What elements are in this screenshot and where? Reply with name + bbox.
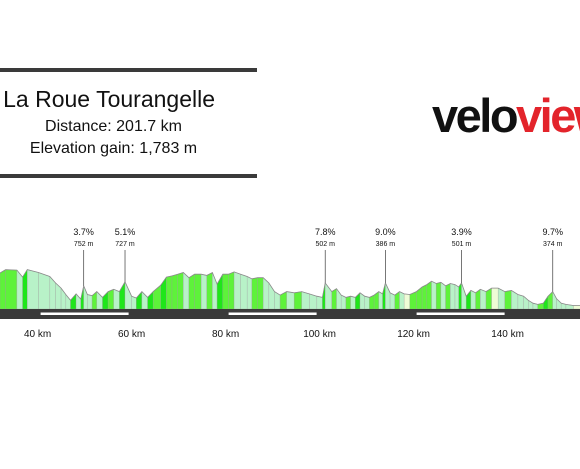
profile-segment [286, 291, 295, 310]
profile-segment [470, 290, 476, 310]
profile-segment [27, 269, 39, 310]
route-distance: Distance: 201.7 km [45, 118, 182, 135]
distance-bar-stripes [40, 312, 505, 315]
profile-segment [91, 291, 97, 310]
climb-gradient-label: 9.0% [375, 227, 396, 237]
climb-length-label: 501 m [452, 241, 472, 248]
profile-segment [87, 294, 93, 310]
profile-segment [389, 292, 395, 310]
profile-segment [65, 294, 71, 310]
profile-segment [0, 269, 6, 310]
route-info-box: La Roue Tourangelle Distance: 201.7 km E… [0, 68, 257, 178]
distance-tick-label: 120 km [397, 329, 430, 340]
profile-segment [461, 282, 467, 310]
profile-segment [385, 282, 391, 310]
profile-segment [251, 277, 258, 310]
profile-segment [119, 281, 126, 310]
climb-gradient-label: 5.1% [115, 227, 136, 237]
profile-segment [504, 290, 512, 310]
profile-segment [480, 289, 487, 310]
distance-bar-stripe [416, 312, 505, 315]
distance-tick-label: 60 km [118, 329, 145, 340]
distance-tick-label: 80 km [212, 329, 239, 340]
profile-segment [177, 272, 184, 310]
profile-segment [445, 283, 451, 310]
route-name: La Roue Tourangelle [3, 86, 215, 112]
distance-tick-label: 40 km [24, 329, 51, 340]
profile-segment [70, 293, 77, 310]
climb-gradient-label: 3.9% [451, 227, 472, 237]
profile-segment [5, 269, 18, 310]
profile-segment [421, 284, 427, 310]
climb-gradient-label: 7.8% [315, 227, 336, 237]
profile-segment [113, 289, 120, 310]
elevation-profile-chart: 3.7% 752 m 5.1% 727 m 7.8% 502 m 9.0% 386 m 3.9%… [0, 227, 580, 340]
top-rule [0, 68, 257, 72]
profile-segment [364, 296, 370, 310]
profile-segment [491, 287, 499, 310]
profile-segment [183, 272, 190, 310]
profile-segment [440, 282, 446, 310]
profile-segment [454, 284, 459, 310]
profile-segment [206, 272, 213, 310]
profile-segment [257, 277, 264, 310]
profile-segment [222, 274, 229, 310]
profile-segment [188, 273, 195, 310]
distance-tick-label: 100 km [303, 329, 336, 340]
profile-segment [556, 298, 562, 310]
profile-segment [399, 291, 405, 310]
climb-annotations: 3.7% 752 m 5.1% 727 m 7.8% 502 m 9.0% 386 m 3.9%… [73, 227, 563, 292]
distance-bar-stripe [40, 312, 129, 315]
profile-segment [552, 291, 557, 310]
profile-segment [240, 273, 248, 310]
climb-length-label: 386 m [376, 241, 396, 248]
logo-part-view: view [516, 89, 580, 142]
profile-segment [301, 291, 310, 310]
profile-segment [166, 275, 173, 310]
profile-segment [294, 291, 302, 310]
profile-segment [511, 290, 519, 310]
distance-tick-label: 140 km [491, 329, 524, 340]
profile-segment [404, 293, 410, 310]
bottom-rule [0, 174, 257, 178]
climb-length-label: 502 m [316, 241, 336, 248]
profile-segment [378, 291, 383, 310]
veloviewer-logo: veloview [432, 92, 580, 139]
profile-segment [517, 294, 524, 310]
profile-segment [416, 286, 423, 310]
route-elevation-gain: Elevation gain: 1,783 m [29, 140, 198, 157]
profile-segment [316, 296, 323, 310]
distance-bar-stripe [228, 312, 317, 315]
profile-segment [436, 282, 442, 310]
profile-segment [194, 274, 202, 310]
profile-segment [171, 273, 178, 310]
profile-segment [160, 276, 167, 310]
profile-segment [124, 281, 132, 310]
profile-segment [107, 289, 114, 310]
profile-segment [331, 288, 337, 310]
logo-part-velo: velo [432, 89, 519, 142]
profile-segment [350, 296, 356, 310]
profile-segment [228, 271, 235, 310]
climb-length-label: 727 m [115, 241, 135, 248]
climb-length-label: 374 m [543, 241, 563, 248]
climb-length-label: 752 m [74, 241, 94, 248]
profile-segment [38, 272, 50, 310]
climb-gradient-label: 9.7% [542, 227, 563, 237]
profile-segment [345, 296, 351, 310]
profile-segment [233, 271, 241, 310]
profile-segment [431, 280, 437, 310]
profile-segment [573, 305, 580, 310]
profile-outline [0, 269, 580, 306]
climb-gradient-label: 3.7% [73, 227, 94, 237]
profile-segments [0, 269, 580, 310]
profile-segment [201, 274, 207, 310]
profile-segment [450, 283, 456, 310]
profile-segment [247, 276, 253, 310]
profile-segment [426, 280, 432, 310]
